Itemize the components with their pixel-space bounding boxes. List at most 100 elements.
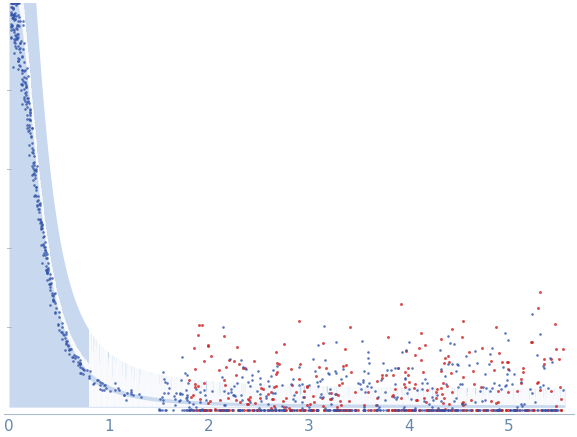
Point [33, 215, 43, 222]
Point [26, 111, 35, 118]
Point [248, 407, 257, 414]
Point [427, 384, 436, 391]
Point [257, 385, 266, 392]
Point [18, 53, 27, 60]
Point [417, 407, 426, 414]
Point [493, 407, 503, 414]
Point [170, 396, 179, 403]
Point [522, 407, 531, 414]
Point [237, 374, 246, 381]
Point [347, 407, 357, 414]
Point [494, 407, 504, 414]
Point [475, 388, 484, 395]
Point [169, 407, 178, 414]
Point [410, 351, 419, 358]
Point [266, 407, 275, 414]
Point [8, 0, 17, 6]
Point [303, 384, 312, 391]
Point [7, 0, 16, 6]
Point [473, 407, 482, 414]
Point [317, 394, 327, 401]
Point [20, 67, 29, 74]
Point [33, 203, 42, 210]
Point [75, 363, 84, 370]
Point [220, 407, 230, 414]
Point [30, 193, 39, 200]
Point [50, 300, 59, 307]
Point [341, 346, 350, 353]
Point [203, 399, 212, 406]
Point [185, 407, 194, 414]
Point [459, 407, 468, 414]
Point [525, 385, 534, 392]
Point [6, 23, 16, 30]
Point [459, 317, 468, 324]
Point [170, 402, 179, 409]
Point [163, 389, 173, 396]
Point [371, 401, 380, 408]
Point [271, 349, 280, 356]
Point [22, 121, 31, 128]
Point [310, 368, 319, 375]
Point [48, 293, 58, 300]
Point [396, 395, 405, 402]
Point [461, 407, 470, 414]
Point [272, 368, 281, 375]
Point [505, 407, 514, 414]
Point [286, 380, 295, 387]
Point [386, 366, 395, 373]
Point [42, 277, 51, 284]
Point [448, 361, 457, 368]
Point [7, 11, 16, 18]
Point [32, 165, 41, 172]
Point [443, 407, 452, 414]
Point [312, 407, 321, 414]
Point [473, 407, 482, 414]
Point [9, 14, 18, 21]
Point [40, 252, 50, 259]
Point [439, 359, 448, 366]
Point [306, 401, 315, 408]
Point [92, 376, 102, 383]
Point [309, 407, 318, 414]
Point [127, 390, 136, 397]
Point [59, 330, 68, 337]
Point [43, 268, 52, 275]
Point [434, 407, 444, 414]
Point [13, 21, 22, 28]
Point [439, 407, 448, 414]
Point [335, 382, 344, 388]
Point [387, 407, 396, 414]
Point [265, 407, 275, 414]
Point [258, 385, 267, 392]
Point [68, 353, 77, 360]
Point [434, 407, 443, 414]
Point [31, 167, 40, 174]
Point [28, 148, 37, 155]
Point [6, 24, 16, 31]
Point [23, 98, 32, 105]
Point [41, 262, 50, 269]
Point [221, 407, 230, 414]
Point [284, 405, 293, 412]
Point [447, 388, 456, 395]
Point [255, 391, 264, 398]
Point [338, 379, 347, 386]
Point [30, 170, 39, 177]
Point [51, 309, 60, 316]
Point [196, 399, 205, 406]
Point [546, 407, 555, 414]
Point [467, 407, 476, 414]
Point [547, 407, 556, 414]
Point [38, 225, 47, 232]
Point [373, 407, 382, 414]
Point [204, 407, 213, 414]
Point [520, 407, 530, 414]
Point [420, 398, 429, 405]
Point [501, 407, 511, 414]
Point [29, 181, 39, 188]
Point [436, 346, 445, 353]
Point [279, 407, 288, 414]
Point [512, 387, 522, 394]
Point [51, 310, 60, 317]
